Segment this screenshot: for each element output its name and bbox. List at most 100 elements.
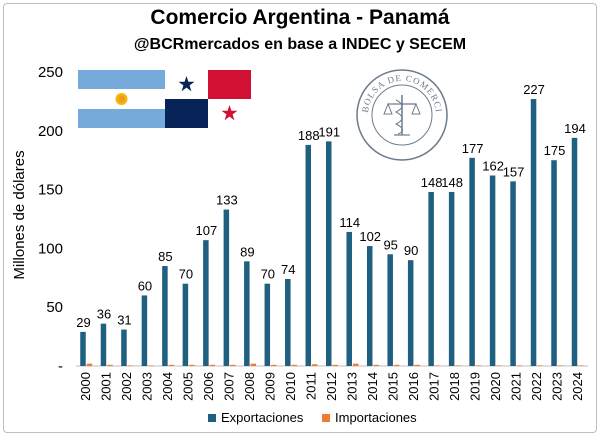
bar-importaciones xyxy=(168,364,175,366)
data-label: 188 xyxy=(298,128,320,143)
bar-exportaciones xyxy=(551,160,557,366)
bar-exportaciones xyxy=(305,144,312,366)
y-axis-label: Millones de dólares xyxy=(11,150,28,279)
x-tick-label: 2000 xyxy=(78,372,93,401)
red-star-icon xyxy=(221,105,238,121)
bar-exportaciones xyxy=(530,99,537,366)
bar-importaciones xyxy=(393,364,400,366)
data-label: 107 xyxy=(196,223,218,238)
bar-importaciones xyxy=(230,364,236,366)
bar-exportaciones xyxy=(407,260,414,366)
x-tick-label: 2016 xyxy=(406,372,421,401)
bar-importaciones xyxy=(250,363,257,366)
data-label: 194 xyxy=(564,121,586,136)
legend-label-exportaciones: Exportaciones xyxy=(221,410,304,425)
data-label: 70 xyxy=(179,267,193,282)
bar-importaciones xyxy=(496,365,502,366)
bar-importaciones xyxy=(127,365,134,366)
y-tick-label: - xyxy=(58,358,63,375)
x-tick-label: 2017 xyxy=(426,372,441,401)
data-label: 162 xyxy=(482,158,504,173)
x-tick-label: 2022 xyxy=(529,372,544,401)
legend-label-importaciones: Importaciones xyxy=(335,410,417,425)
bar-exportaciones xyxy=(571,137,578,366)
data-label: 89 xyxy=(240,244,254,259)
y-tick-label: 250 xyxy=(38,64,63,81)
y-tick-label: 100 xyxy=(38,240,63,257)
data-label: 157 xyxy=(503,164,525,179)
x-tick-label: 2020 xyxy=(488,372,503,401)
x-tick-label: 2008 xyxy=(242,372,257,401)
x-tick-label: 2015 xyxy=(385,372,400,401)
bar-exportaciones xyxy=(244,261,250,366)
x-tick-label: 2004 xyxy=(160,372,175,401)
bar-importaciones xyxy=(332,364,338,366)
bar-exportaciones xyxy=(448,191,455,366)
bar-importaciones xyxy=(107,364,113,366)
data-label: 114 xyxy=(339,215,360,230)
data-label: 70 xyxy=(261,267,275,282)
bar-exportaciones xyxy=(285,278,291,366)
bar-exportaciones xyxy=(203,240,209,366)
data-label: 95 xyxy=(383,237,397,252)
bar-importaciones xyxy=(578,365,584,366)
bar-importaciones xyxy=(537,365,543,366)
bar-importaciones xyxy=(189,364,195,366)
x-tick-label: 2019 xyxy=(467,372,482,401)
data-label: 148 xyxy=(441,175,463,190)
bar-exportaciones xyxy=(100,323,107,366)
bar-exportaciones xyxy=(346,231,352,366)
data-label: 29 xyxy=(76,315,90,330)
data-label: 90 xyxy=(404,243,418,258)
data-label: 74 xyxy=(281,262,295,277)
chart-title: Comercio Argentina - Panamá xyxy=(150,6,450,29)
bar-exportaciones xyxy=(223,209,230,366)
bar-exportaciones xyxy=(387,254,393,366)
x-tick-label: 2006 xyxy=(201,372,216,401)
y-tick-label: 150 xyxy=(38,182,63,199)
bar-exportaciones xyxy=(366,246,373,366)
data-label: 36 xyxy=(97,307,111,322)
data-label: 60 xyxy=(138,278,152,293)
x-tick-label: 2005 xyxy=(181,372,196,401)
bar-importaciones xyxy=(209,364,216,366)
data-label: 175 xyxy=(544,143,566,158)
bar-importaciones xyxy=(455,365,461,366)
bar-importaciones xyxy=(557,365,564,366)
y-tick-label: 200 xyxy=(38,123,63,140)
data-label: 148 xyxy=(421,175,443,190)
argentina-flag xyxy=(78,70,165,128)
bar-exportaciones xyxy=(182,283,189,366)
legend-swatch-exportaciones xyxy=(208,414,216,422)
data-label: 227 xyxy=(523,82,545,97)
x-tick-label: 2001 xyxy=(99,372,114,401)
data-label: 85 xyxy=(158,249,172,264)
data-label: 177 xyxy=(462,141,484,156)
bar-importaciones xyxy=(516,365,523,366)
bar-importaciones xyxy=(148,365,154,366)
x-tick-label: 2002 xyxy=(119,372,134,401)
legend-swatch-importaciones xyxy=(322,414,330,422)
bar-exportaciones xyxy=(121,329,127,366)
bar-importaciones xyxy=(414,364,420,366)
data-label: 191 xyxy=(318,124,340,139)
bar-exportaciones xyxy=(264,283,271,366)
x-tick-label: 2007 xyxy=(222,372,237,401)
x-tick-label: 2003 xyxy=(140,372,155,401)
bar-importaciones xyxy=(291,364,298,366)
bar-importaciones xyxy=(86,363,93,366)
x-tick-label: 2010 xyxy=(283,372,298,401)
x-tick-label: 2021 xyxy=(508,372,523,401)
bar-importaciones xyxy=(475,365,482,366)
chart-subtitle: @BCRmercados en base a INDEC y SECEM xyxy=(133,36,467,53)
bar-importaciones xyxy=(434,365,441,366)
bar-exportaciones xyxy=(510,181,516,366)
bar-exportaciones xyxy=(326,141,332,366)
blue-star-icon xyxy=(178,76,195,92)
x-tick-label: 2014 xyxy=(365,372,380,401)
x-tick-label: 2009 xyxy=(263,372,278,401)
x-tick-label: 2024 xyxy=(570,372,585,401)
bar-importaciones xyxy=(373,364,379,366)
x-tick-label: 2012 xyxy=(324,372,339,401)
